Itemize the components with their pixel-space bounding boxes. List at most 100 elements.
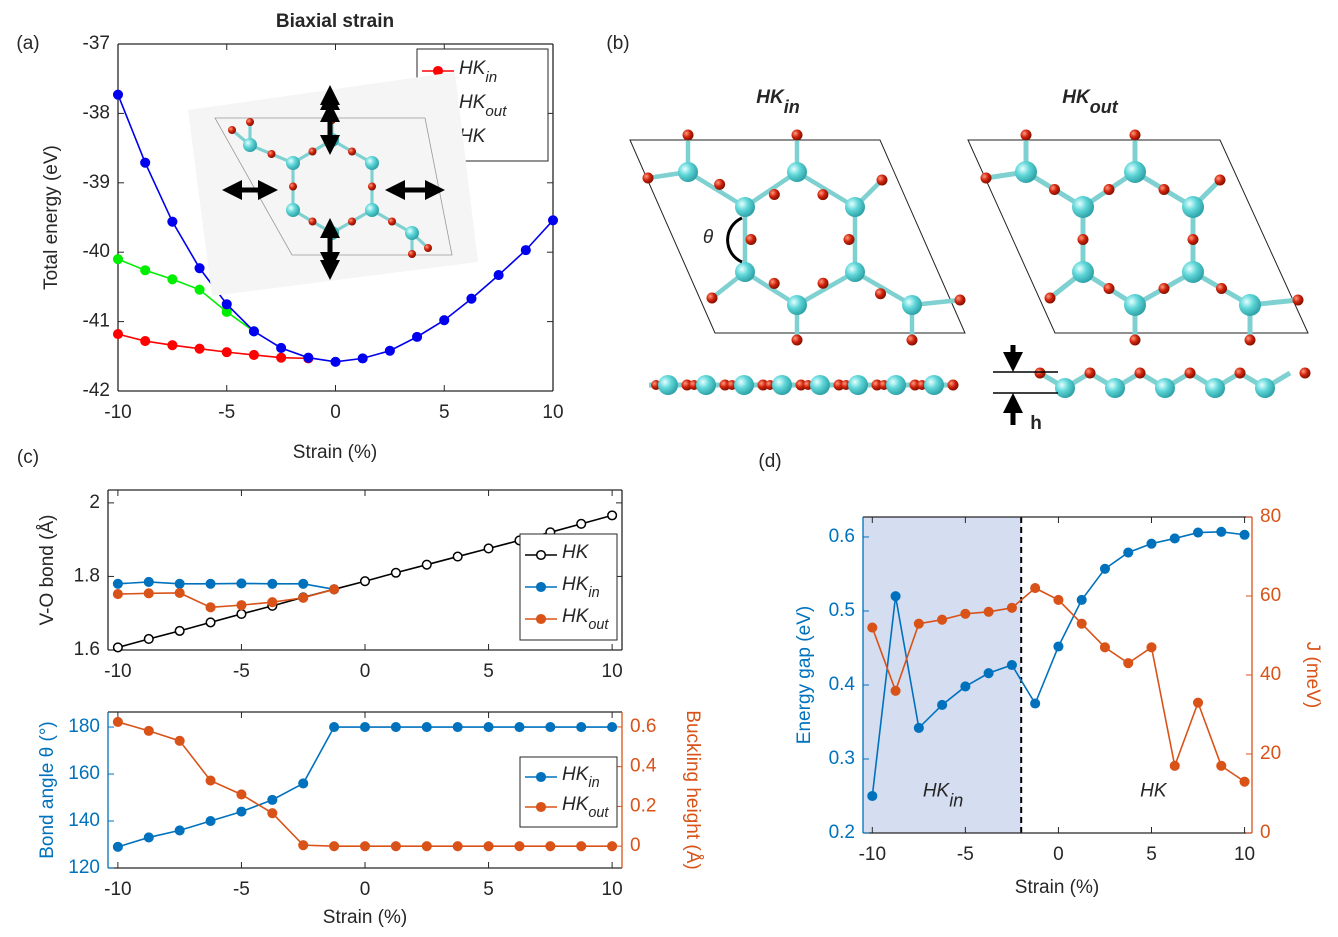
- data-point: [206, 579, 215, 588]
- o-atom: [1021, 130, 1032, 141]
- x-tick-label: -5: [233, 661, 250, 682]
- data-point: [608, 723, 617, 732]
- subscript: in: [485, 69, 497, 86]
- data-point: [577, 723, 586, 732]
- data-point: [175, 737, 184, 746]
- v-atom: [286, 203, 300, 217]
- data-point: [175, 627, 184, 636]
- label-text: HK: [1062, 87, 1091, 108]
- data-point: [141, 337, 150, 346]
- data-point: [1054, 596, 1063, 605]
- v-atom: [658, 375, 678, 395]
- o-atom: [1130, 335, 1141, 346]
- data-point: [515, 842, 524, 851]
- data-point: [984, 608, 993, 617]
- o-atom: [683, 130, 694, 141]
- data-point: [549, 216, 558, 225]
- o-atom: [1045, 293, 1056, 304]
- x-tick-label: 0: [360, 879, 371, 900]
- data-point: [222, 300, 231, 309]
- data-point: [358, 354, 367, 363]
- o-atom: [817, 189, 828, 200]
- data-point: [984, 669, 993, 678]
- data-point: [1240, 530, 1249, 539]
- o-atom: [1130, 130, 1141, 141]
- label-text: HK: [562, 574, 590, 595]
- y-tick-label: -42: [83, 380, 110, 401]
- v-atom: [735, 197, 755, 217]
- data-point: [1077, 596, 1086, 605]
- o-atom: [1188, 234, 1199, 245]
- data-point: [392, 568, 401, 577]
- o-atom: [746, 234, 757, 245]
- v-atom: [924, 375, 944, 395]
- structure-title: HKout: [1062, 87, 1118, 117]
- v-atom: [678, 162, 698, 182]
- bond: [797, 272, 855, 305]
- y2-tick-label: 0: [1260, 822, 1271, 843]
- v-atom: [902, 295, 922, 315]
- data-point: [299, 593, 308, 602]
- o-atom: [877, 175, 888, 186]
- x-tick-label: -5: [218, 402, 235, 423]
- data-point: [484, 842, 493, 851]
- x-tick-label: -10: [104, 879, 131, 900]
- v-atom: [845, 262, 865, 282]
- data-point: [915, 724, 924, 733]
- data-point: [1217, 762, 1226, 771]
- subscript: in: [784, 97, 800, 117]
- o-atom: [955, 295, 966, 306]
- y-axis-label: Energy gap (eV): [794, 606, 815, 744]
- data-point: [1170, 762, 1179, 771]
- data-point: [392, 842, 401, 851]
- y-axis-label: Total energy (eV): [41, 145, 62, 290]
- data-point: [144, 833, 153, 842]
- v-atom: [365, 156, 379, 170]
- y-axis-label: Bond angle θ (°): [37, 721, 58, 859]
- x-tick-label: -5: [957, 844, 974, 865]
- data-point: [577, 520, 586, 529]
- o-atom: [1104, 283, 1115, 294]
- panel-label: (a): [16, 33, 39, 54]
- panel-label: (d): [758, 451, 781, 472]
- y2-tick-label: 20: [1260, 743, 1281, 764]
- annotation: HK: [1140, 781, 1168, 802]
- y2-tick-label: 40: [1260, 664, 1281, 685]
- x-tick-label: 10: [1234, 844, 1255, 865]
- o-atom: [309, 218, 317, 226]
- o-atom: [1104, 184, 1115, 195]
- data-point: [546, 842, 555, 851]
- data-point: [114, 590, 123, 599]
- data-point: [299, 841, 308, 850]
- v-atom: [845, 197, 865, 217]
- o-atom: [792, 130, 803, 141]
- data-point: [268, 809, 277, 818]
- v-atom: [1255, 378, 1275, 398]
- y-tick-label: 140: [68, 810, 100, 831]
- bond: [688, 172, 745, 207]
- o-atom: [769, 189, 780, 200]
- subscript: in: [588, 585, 599, 601]
- data-point: [237, 579, 246, 588]
- v-atom: [1182, 261, 1204, 283]
- v-atom: [1239, 294, 1261, 316]
- data-point: [422, 842, 431, 851]
- o-atom: [948, 380, 959, 391]
- v-atom: [1182, 196, 1204, 218]
- data-point: [195, 344, 204, 353]
- data-point: [168, 217, 177, 226]
- x-tick-label: -10: [104, 402, 131, 423]
- o-atom: [289, 183, 297, 191]
- angle-arc: [728, 218, 742, 262]
- data-point: [484, 544, 493, 553]
- o-atom: [268, 150, 276, 158]
- data-point: [608, 842, 617, 851]
- x-tick-label: 10: [542, 402, 563, 423]
- data-point: [144, 635, 153, 644]
- x-axis-label: Strain (%): [323, 907, 407, 928]
- label-text: HK: [562, 542, 590, 563]
- figure: -10-50510-42-41-40-39-38-37HKinHKoutHKBi…: [0, 0, 1338, 937]
- data-point: [422, 723, 431, 732]
- data-point: [1101, 643, 1110, 652]
- label-text: HK: [459, 58, 487, 79]
